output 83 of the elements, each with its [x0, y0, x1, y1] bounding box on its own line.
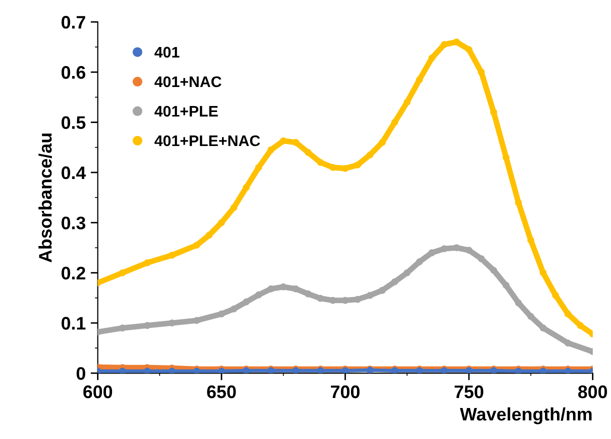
point: [280, 137, 287, 144]
point: [576, 322, 584, 329]
point: [304, 148, 312, 156]
point: [564, 340, 572, 347]
point: [354, 161, 362, 168]
point: [416, 258, 423, 266]
point: [564, 310, 572, 318]
legend-label: 401+NAC: [154, 76, 222, 88]
y-axis-title: Absorbance/au: [38, 134, 52, 262]
point: [119, 269, 126, 276]
y-tick-label: 0: [76, 367, 86, 380]
y-tick-label: 0.3: [62, 216, 86, 230]
x-tick-label: 650: [207, 385, 236, 398]
point: [502, 282, 510, 289]
point: [514, 299, 522, 306]
point: [453, 244, 460, 252]
point: [292, 138, 300, 146]
point: [428, 54, 436, 62]
point: [119, 324, 126, 332]
legend-label: 401+PLE+NAC: [154, 135, 260, 146]
point: [230, 305, 238, 312]
point: [514, 199, 522, 206]
point: [316, 294, 324, 302]
point: [268, 146, 274, 154]
y-tick-label: 0.1: [62, 316, 86, 330]
point: [316, 158, 324, 166]
point: [230, 204, 238, 212]
point: [242, 184, 250, 191]
x-tick-label: 700: [330, 385, 360, 398]
y-tick-label: 0.2: [62, 266, 86, 280]
point: [490, 266, 498, 274]
x-axis-title: Wavelength/nm: [460, 407, 592, 424]
point: [292, 285, 300, 292]
legend-label: 401+PLE: [154, 106, 218, 117]
y-tick-label: 0.4: [62, 166, 86, 180]
point: [540, 324, 547, 332]
point: [144, 259, 151, 266]
point: [416, 76, 423, 84]
x-tick-label: 600: [83, 385, 112, 398]
point: [527, 312, 534, 320]
point: [552, 292, 560, 299]
point: [144, 368, 151, 374]
point: [168, 368, 176, 374]
point: [391, 118, 398, 126]
point: [378, 286, 386, 294]
point: [404, 269, 411, 276]
point: [404, 98, 411, 106]
x-tick-label: 750: [454, 385, 484, 398]
point: [193, 316, 200, 324]
point: [478, 255, 485, 262]
point: [527, 236, 534, 244]
point: [366, 292, 374, 299]
point: [540, 269, 547, 276]
point: [268, 285, 274, 292]
point: [478, 68, 485, 76]
point: [255, 291, 262, 298]
point: [206, 232, 213, 239]
point: [168, 252, 176, 259]
point: [119, 368, 126, 374]
point: [428, 249, 436, 256]
point: [168, 320, 176, 326]
point: [490, 108, 498, 116]
point: [502, 154, 510, 161]
y-tick-label: 0.6: [62, 66, 86, 79]
legend-label: 401: [154, 46, 180, 58]
point: [440, 41, 448, 48]
y-tick-label: 0.5: [62, 116, 86, 130]
point: [193, 242, 200, 249]
point: [329, 164, 336, 171]
point: [453, 38, 460, 46]
point: [218, 219, 225, 226]
point: [280, 283, 287, 290]
x-tick-label: 800: [578, 385, 607, 398]
point: [354, 296, 362, 303]
point: [304, 290, 312, 298]
point: [242, 298, 250, 306]
y-tick-label: 0.7: [62, 16, 86, 29]
point: [255, 164, 262, 171]
point: [378, 138, 386, 146]
point: [465, 46, 472, 54]
point: [218, 310, 225, 318]
point: [366, 151, 374, 158]
point: [391, 278, 398, 286]
